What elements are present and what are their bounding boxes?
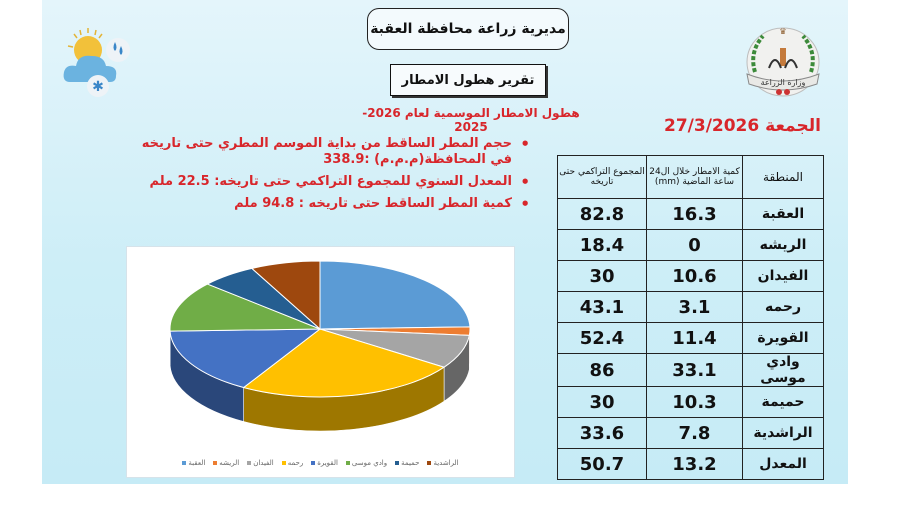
bullet-text: كمية المطر الساقط حتى تاريخه : 94.8 ملم <box>234 196 512 211</box>
legend-item: حميمة <box>395 459 419 467</box>
header-region: المنطقة <box>742 155 824 199</box>
cell-rain-24h: 0 <box>646 229 743 261</box>
cell-cumulative: 33.6 <box>557 417 647 449</box>
cell-rain-24h: 13.2 <box>646 448 743 480</box>
cell-region: الراشدية <box>742 417 824 449</box>
cell-region: الفيدان <box>742 260 824 292</box>
cell-rain-24h: 11.4 <box>646 322 743 354</box>
cell-rain-24h: 10.3 <box>646 386 743 418</box>
cell-region: القويرة <box>742 322 824 354</box>
cell-region: الريشه <box>742 229 824 261</box>
table-row: الراشدية 7.8 33.6 <box>557 417 824 449</box>
legend-item: الفيدان <box>247 459 274 467</box>
legend-swatch-icon <box>213 461 218 465</box>
legend-swatch-icon <box>395 461 400 465</box>
header-cumulative: المجموع التراكمي حتى تاريخه <box>557 155 647 199</box>
legend-swatch-icon <box>311 461 316 465</box>
legend-swatch-icon <box>345 461 350 465</box>
legend-label: حميمة <box>401 459 420 467</box>
table-row: رحمه 3.1 43.1 <box>557 291 824 323</box>
legend-label: القويرة <box>317 459 338 467</box>
cell-rain-24h: 7.8 <box>646 417 743 449</box>
cell-cumulative: 43.1 <box>557 291 647 323</box>
legend-label: العقبة <box>188 459 206 467</box>
legend-swatch-icon <box>182 461 187 465</box>
cell-rain-24h: 10.6 <box>646 260 743 292</box>
table-row: القويرة 11.4 52.4 <box>557 322 824 354</box>
legend-label: رحمه <box>287 459 304 467</box>
cell-region: العقبة <box>742 198 824 230</box>
bullet-total-volume: حجم المطر الساقط من بداية الموسم المطري … <box>130 136 530 168</box>
cell-cumulative: 30 <box>557 386 647 418</box>
table-row: الريشه 0 18.4 <box>557 229 824 261</box>
header-rain-24h: كمية الامطار خلال ال24 ساعة الماضية (mm) <box>646 155 743 199</box>
cell-cumulative: 50.7 <box>557 448 647 480</box>
legend-swatch-icon <box>427 461 432 465</box>
cell-region: وادي موسى <box>742 353 824 387</box>
bullet-text: حجم المطر الساقط من بداية الموسم المطري … <box>141 136 512 151</box>
cell-region: رحمه <box>742 291 824 323</box>
weather-icon: ✱ <box>63 28 130 97</box>
legend-label: وادي موسى <box>351 459 388 467</box>
chart-legend: العقبة الريشه الفيدان رحمه القويرة وادي موسى ح… <box>127 459 514 467</box>
legend-item: وادي موسى <box>345 459 388 467</box>
bullet-text: في المحافظة(م.م.م) :338.9 <box>323 152 512 167</box>
legend-item: القويرة <box>311 459 338 467</box>
table-row: المعدل 13.2 50.7 <box>557 448 824 480</box>
cell-rain-24h: 3.1 <box>646 291 743 323</box>
legend-item: العقبة <box>182 459 205 467</box>
summary-bullets: حجم المطر الساقط من بداية الموسم المطري … <box>130 136 530 218</box>
bullet-annual-average: المعدل السنوي للمجموع التراكمي حتى تاريخ… <box>130 174 530 190</box>
pie-graphic <box>169 260 471 432</box>
cell-cumulative: 52.4 <box>557 322 647 354</box>
legend-item: رحمه <box>281 459 304 467</box>
legend-label: الفيدان <box>253 459 274 467</box>
svg-text:✱: ✱ <box>92 79 104 95</box>
table-row: الفيدان 10.6 30 <box>557 260 824 292</box>
cell-cumulative: 18.4 <box>557 229 647 261</box>
svg-text:♛: ♛ <box>779 27 786 36</box>
bullet-text: المعدل السنوي للمجموع التراكمي حتى تاريخ… <box>149 174 512 189</box>
rainfall-table: المنطقة كمية الامطار خلال ال24 ساعة الما… <box>557 155 824 480</box>
svg-text:وزارة الزراعة: وزارة الزراعة <box>761 78 806 87</box>
report-title: تقرير هطول الامطار <box>390 64 546 96</box>
directorate-title: مديرية زراعة محافظة العقبة <box>367 8 569 50</box>
cell-region: المعدل <box>742 448 824 480</box>
cell-cumulative: 86 <box>557 353 647 387</box>
report-date: الجمعة 27/3/2026 <box>664 116 821 136</box>
legend-item: الراشدية <box>427 459 459 467</box>
legend-swatch-icon <box>281 461 286 465</box>
legend-label: الراشدية <box>433 459 459 467</box>
table-row: حميمة 10.3 30 <box>557 386 824 418</box>
legend-item: الريشه <box>213 459 239 467</box>
table-row: وادي موسى 33.1 86 <box>557 353 824 387</box>
cell-rain-24h: 16.3 <box>646 198 743 230</box>
legend-label: الريشه <box>219 459 240 467</box>
bullet-rain-to-date: كمية المطر الساقط حتى تاريخه : 94.8 ملم <box>130 196 530 212</box>
table-row: العقبة 16.3 82.8 <box>557 198 824 230</box>
cell-cumulative: 82.8 <box>557 198 647 230</box>
cell-cumulative: 30 <box>557 260 647 292</box>
season-title: هطول الامطار الموسمية لعام 2026-2025 <box>362 106 580 134</box>
pie-chart: العقبة الريشه الفيدان رحمه القويرة وادي موسى ح… <box>126 246 515 478</box>
cell-region: حميمة <box>742 386 824 418</box>
legend-swatch-icon <box>247 461 252 465</box>
cell-rain-24h: 33.1 <box>646 353 743 387</box>
ministry-logo: وزارة الزراعة ♛ <box>746 27 820 97</box>
